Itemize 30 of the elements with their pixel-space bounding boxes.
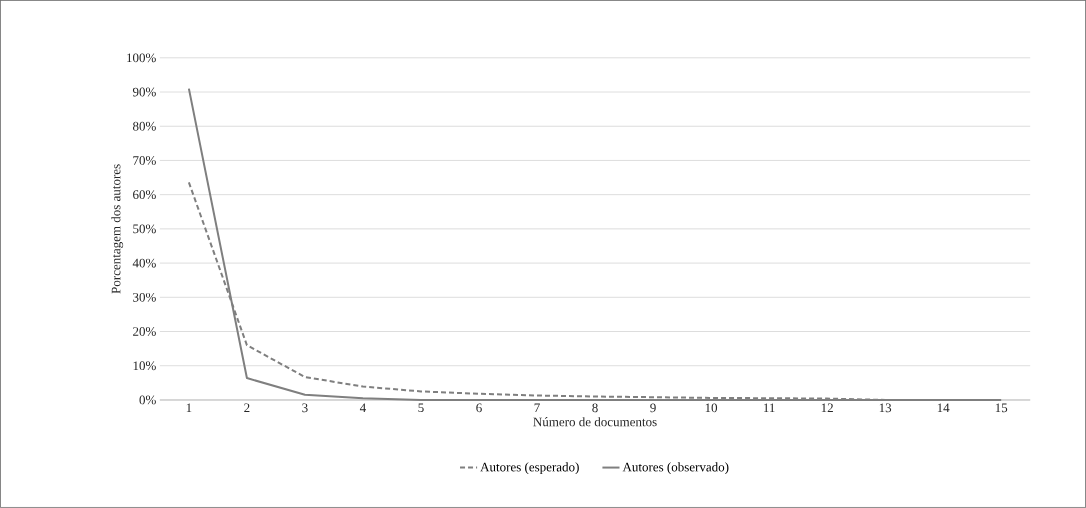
y-tick-label: 30% xyxy=(133,293,156,302)
y-tick-label: 80% xyxy=(132,121,156,131)
x-tick-label: 10 xyxy=(705,403,718,413)
x-tick-label: 13 xyxy=(879,403,892,413)
y-tick-label: 90% xyxy=(132,87,156,97)
legend-label: Autores (esperado) xyxy=(480,462,579,475)
x-axis-title: Número de documentos xyxy=(533,417,657,427)
x-tick-label: 8 xyxy=(592,403,598,413)
y-tick-label: 0% xyxy=(139,395,156,405)
y-tick-label: 20% xyxy=(133,327,156,337)
x-tick-label: 6 xyxy=(476,403,482,413)
y-tick-label: 60% xyxy=(133,190,156,200)
x-tick-label: 3 xyxy=(302,403,308,413)
y-tick-label: 100% xyxy=(127,53,156,63)
x-tick-label: 7 xyxy=(534,403,540,413)
x-tick-label: 9 xyxy=(650,403,656,413)
y-tick-label: 40% xyxy=(132,258,156,268)
x-tick-label: 14 xyxy=(937,403,950,413)
x-tick-label: 4 xyxy=(359,403,366,413)
x-tick-label: 1 xyxy=(186,403,192,413)
x-tick-label: 11 xyxy=(763,403,775,413)
y-axis-title: Porcentagem dos autores xyxy=(111,164,124,294)
y-tick-label: 70% xyxy=(133,156,156,165)
y-tick-label: 50% xyxy=(133,224,156,234)
x-tick-label: 5 xyxy=(418,403,424,413)
x-tick-label: 15 xyxy=(995,403,1008,413)
x-tick-label: 2 xyxy=(244,403,250,413)
y-tick-label: 10% xyxy=(133,361,156,371)
x-tick-label: 12 xyxy=(821,403,833,413)
legend-label: Autores (observado) xyxy=(622,462,729,475)
